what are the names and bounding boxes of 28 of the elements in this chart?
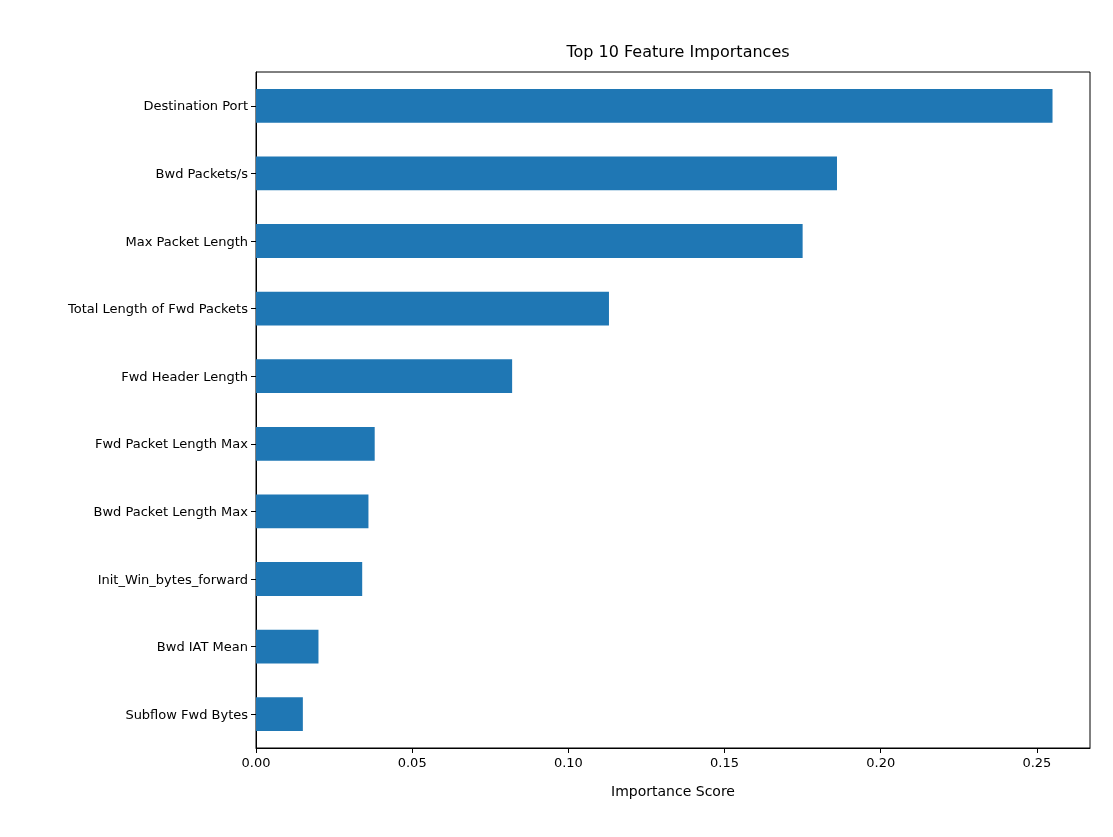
y-tick-label: Max Packet Length (125, 233, 248, 249)
bar (256, 88, 1053, 123)
bar (256, 156, 837, 191)
bar (256, 562, 363, 596)
bar (256, 359, 513, 394)
y-tick-label: Bwd Packets/s (155, 165, 249, 181)
y-tick-label: Subflow Fwd Bytes (125, 706, 249, 722)
x-tick-label: 0.10 (553, 755, 583, 770)
bar (256, 697, 303, 732)
bar (256, 426, 375, 461)
x-tick-label: 0.25 (1022, 755, 1052, 770)
bar (256, 224, 803, 258)
bar (256, 291, 609, 326)
y-tick-label: Init_Win_bytes_forward (97, 571, 248, 587)
x-tick-label: 0.15 (710, 755, 740, 770)
y-tick-label: Total Length of Fwd Packets (67, 301, 249, 317)
y-tick-label: Bwd IAT Mean (156, 639, 248, 655)
chart-title: Top 10 Feature Importances (565, 41, 790, 61)
y-tick-label: Destination Port (143, 98, 248, 114)
x-tick-label: 0.00 (241, 755, 271, 770)
y-tick-label: Fwd Header Length (121, 368, 248, 384)
bar (256, 629, 319, 664)
x-axis-title: Importance Score (611, 783, 735, 799)
y-tick-label: Fwd Packet Length Max (94, 436, 249, 452)
y-tick-label: Bwd Packet Length Max (93, 503, 249, 519)
bar (256, 494, 369, 529)
x-tick-label: 0.20 (866, 755, 896, 770)
x-tick-label: 0.05 (397, 755, 427, 770)
